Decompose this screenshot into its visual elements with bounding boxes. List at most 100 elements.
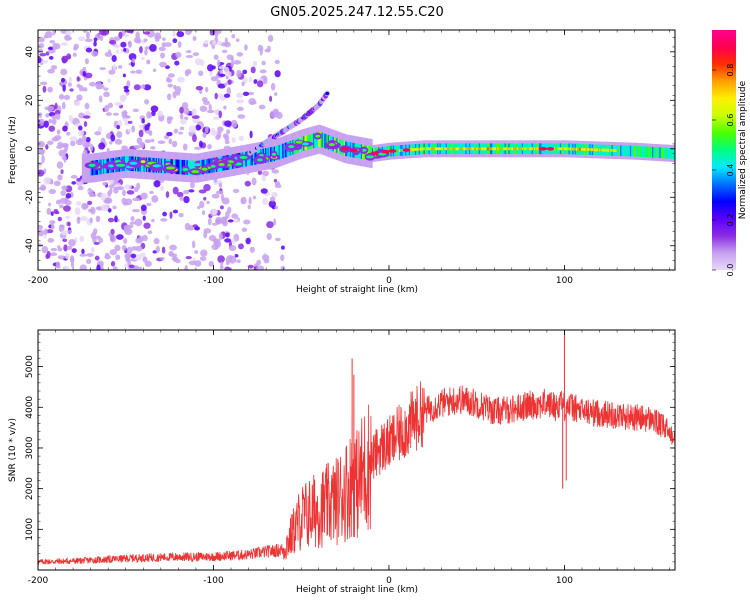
noise-cell: [58, 149, 67, 157]
noise-cell: [220, 42, 227, 47]
y-tick-label: -40: [25, 238, 35, 253]
ridge-cell: [656, 147, 659, 158]
noise-cell: [51, 115, 57, 120]
noise-cell: [191, 108, 197, 116]
ridge-core: [423, 147, 426, 151]
noise-cell: [86, 253, 94, 257]
noise-cell: [55, 113, 61, 120]
noise-cell: [213, 238, 221, 244]
ridge-core: [586, 148, 589, 152]
ridge-cell: [643, 146, 645, 158]
ridge-core: [521, 147, 524, 151]
noise-cell: [120, 48, 124, 53]
blob-core: [315, 134, 321, 138]
noise-cell: [165, 65, 170, 70]
noise-cell: [135, 69, 143, 75]
noise-cell: [41, 246, 49, 254]
noise-cell: [56, 129, 61, 135]
noise-cell: [218, 182, 223, 188]
noise-cell: [142, 215, 146, 221]
noise-cell: [43, 35, 49, 39]
noise-cell: [212, 39, 216, 46]
noise-cell: [199, 200, 205, 209]
noise-cell: [38, 186, 47, 191]
ridge-core: [475, 147, 477, 151]
ridge-core: [451, 147, 454, 151]
noise-cell: [114, 215, 118, 223]
noise-cell: [143, 38, 148, 42]
noise-cell: [166, 93, 172, 101]
noise-cell: [165, 234, 169, 241]
noise-cell: [70, 175, 78, 179]
noise-cell: [137, 235, 144, 243]
ridge-cell: [250, 150, 252, 166]
noise-cell: [59, 197, 68, 205]
ridge-core: [615, 149, 617, 152]
noise-cell: [179, 196, 184, 201]
blob-core: [301, 142, 310, 146]
noise-cell: [93, 41, 97, 47]
ridge-core: [448, 147, 450, 151]
noise-cell: [201, 210, 206, 216]
ridge-core: [529, 147, 531, 151]
ridge-cell: [268, 147, 271, 163]
noise-cell: [208, 260, 214, 267]
ridge-core: [553, 147, 556, 151]
ridge-core: [612, 149, 615, 152]
hot-spot: [388, 149, 397, 153]
blob-core: [239, 155, 248, 159]
noise-cell: [122, 73, 126, 78]
noise-cell: [119, 94, 126, 103]
ridge-core: [440, 147, 443, 151]
noise-cell: [224, 266, 231, 270]
noise-cell: [56, 145, 63, 150]
noise-cell: [161, 42, 166, 48]
ridge-cell: [322, 133, 325, 148]
ridge-cell: [251, 150, 254, 166]
noise-cell: [138, 141, 145, 146]
noise-cell: [215, 30, 222, 35]
ridge-core: [467, 147, 470, 151]
noise-cell: [120, 41, 127, 48]
noise-cell: [112, 205, 117, 210]
noise-cell: [236, 51, 244, 57]
blob-core: [257, 158, 263, 162]
noise-cell: [133, 37, 141, 44]
noise-cell: [84, 58, 89, 65]
ridge-cell: [628, 145, 631, 157]
x-tick-label: 0: [386, 276, 392, 286]
noise-cell: [194, 260, 202, 267]
noise-cell: [46, 229, 54, 234]
ridge-core: [605, 148, 607, 152]
ridge-core: [579, 147, 582, 151]
noise-cell: [262, 197, 268, 206]
noise-cell: [49, 252, 58, 257]
noise-cell: [169, 211, 173, 219]
blob-core: [182, 168, 189, 172]
ridge-core: [611, 148, 614, 152]
noise-cell: [39, 52, 47, 57]
ridge-core: [483, 147, 486, 151]
ridge-core: [554, 147, 557, 151]
noise-cell: [266, 221, 274, 229]
noise-cell: [61, 55, 69, 63]
blob-core: [115, 163, 126, 167]
noise-cell: [107, 78, 111, 83]
ridge-core: [575, 147, 578, 151]
ridge-cell: [622, 145, 625, 157]
noise-cell: [50, 211, 54, 216]
ridge-core: [441, 147, 444, 151]
noise-cell: [109, 140, 113, 145]
hot-spot: [370, 151, 379, 155]
noise-cell: [62, 84, 66, 92]
ridge-cell: [191, 160, 193, 176]
ridge-cell: [397, 145, 400, 156]
noise-cell: [46, 140, 54, 145]
ridge-cell: [312, 133, 315, 148]
noise-cell: [161, 246, 166, 254]
noise-cell: [142, 256, 148, 263]
ridge-core: [556, 147, 558, 151]
ridge-core: [464, 147, 466, 151]
noise-cell: [248, 98, 257, 106]
noise-cell: [133, 144, 141, 149]
